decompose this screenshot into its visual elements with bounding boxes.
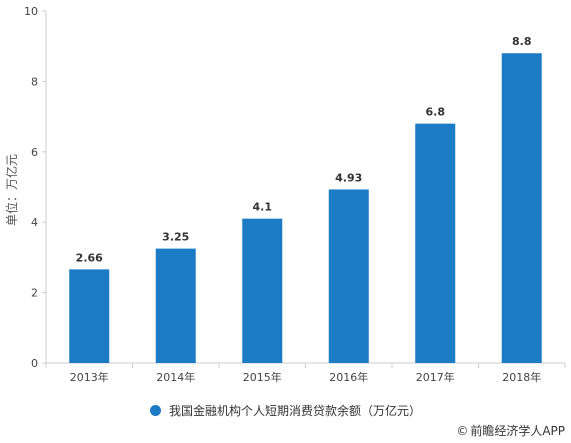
y-tick-label: 4 — [31, 216, 38, 229]
x-tick-label: 2018年 — [502, 370, 541, 384]
bar — [69, 269, 110, 363]
y-tick-label: 0 — [31, 357, 38, 370]
bar — [155, 248, 196, 363]
data-label: 2.66 — [76, 251, 103, 264]
copyright-icon: © — [456, 424, 469, 438]
bar — [501, 53, 542, 364]
source-credit: © 前瞻经济学人APP — [456, 422, 565, 439]
data-label: 3.25 — [162, 231, 189, 244]
legend: 我国金融机构个人短期消费贷款余额（万亿元） — [150, 402, 421, 419]
bar — [328, 189, 369, 363]
y-tick-label: 6 — [31, 146, 38, 159]
legend-swatch — [150, 405, 161, 416]
data-label: 4.93 — [335, 171, 362, 184]
x-tick-label: 2017年 — [416, 370, 455, 384]
x-tick-label: 2016年 — [329, 370, 368, 384]
bar — [415, 123, 456, 363]
y-tick-label: 10 — [24, 5, 38, 18]
x-tick-label: 2014年 — [156, 370, 195, 384]
data-label: 4.1 — [253, 201, 273, 214]
x-tick-label: 2015年 — [243, 370, 282, 384]
y-tick-label: 2 — [31, 287, 38, 300]
axes: 0 2 4 6 8 10 2013年 2014年 2015年 2016年 2017年 2018年 — [24, 5, 566, 384]
legend-label: 我国金融机构个人短期消费贷款余额（万亿元） — [169, 404, 422, 418]
y-axis-title: 单位：万亿元 — [4, 154, 19, 226]
bars: 2.66 3.25 4.1 4.93 6.8 8.8 — [69, 35, 542, 364]
credit-text: 前瞻经济学人APP — [470, 424, 565, 438]
data-label: 6.8 — [426, 106, 446, 119]
y-tick-label: 8 — [31, 75, 38, 88]
data-label: 8.8 — [512, 35, 532, 48]
x-tick-label: 2013年 — [70, 370, 109, 384]
bar — [242, 218, 283, 363]
